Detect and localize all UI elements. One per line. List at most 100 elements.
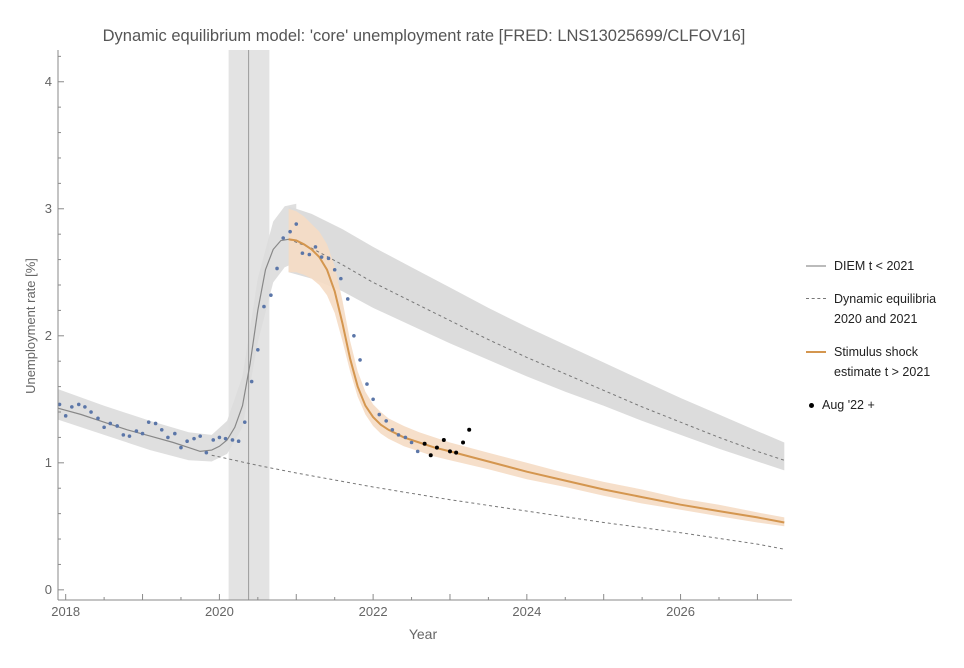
data-point (83, 405, 87, 409)
equilibrium-band (288, 206, 785, 471)
x-tick-label: 2018 (51, 604, 80, 619)
data-point (173, 431, 177, 436)
data-point (217, 435, 222, 440)
data-point (223, 436, 228, 441)
aug22-data-point (467, 427, 472, 432)
data-point (204, 450, 209, 455)
aug22-data-point (454, 450, 459, 455)
x-axis-label: Year (409, 626, 438, 642)
y-tick-label: 4 (45, 74, 52, 89)
uncertainty-bands (58, 50, 785, 600)
aug22-data-point (441, 437, 446, 442)
data-point (403, 435, 408, 440)
legend-swatch-dashed (806, 298, 826, 299)
y-tick-label: 1 (45, 455, 52, 470)
data-point (319, 255, 324, 259)
data-point (300, 251, 305, 256)
data-point (262, 304, 266, 309)
data-point (211, 438, 216, 442)
data-point (409, 440, 414, 445)
legend-label: DIEM t < 2021 (834, 259, 915, 273)
data-point (63, 414, 68, 418)
data-point (307, 252, 312, 257)
legend-label: Stimulus shock estimate t > 2021 (834, 345, 931, 379)
data-point (371, 397, 375, 402)
data-point (159, 427, 164, 432)
data-point (102, 425, 106, 430)
data-point (166, 435, 170, 440)
chart-title: Dynamic equilibrium model: 'core' unempl… (102, 27, 746, 45)
data-point (242, 420, 247, 424)
data-point (415, 449, 420, 454)
data-point (127, 434, 132, 438)
data-point (339, 276, 343, 281)
data-point (345, 297, 350, 301)
aug22-data-point (461, 440, 466, 445)
legend-item-stimulus-shock: Stimulus shock estimate t > 2021 (806, 342, 964, 382)
data-point (57, 402, 62, 407)
equilibrium-line-1 (211, 454, 785, 550)
data-point (326, 256, 331, 261)
data-point (70, 405, 74, 409)
data-point (76, 402, 81, 407)
data-point (153, 421, 158, 426)
legend-item-aug22: Aug '22 + (806, 395, 964, 415)
x-tick-label: 2020 (205, 604, 234, 619)
aug22-data-point (447, 449, 452, 454)
data-point (275, 266, 279, 271)
y-tick-label: 3 (45, 201, 52, 216)
diem-band (58, 203, 297, 462)
data-point (249, 379, 254, 384)
data-point (288, 229, 292, 234)
data-point (121, 433, 126, 437)
data-point (352, 333, 356, 338)
data-point (236, 439, 241, 444)
data-point (185, 439, 189, 444)
diem-line (57, 238, 289, 453)
aug22-data-point (428, 453, 433, 458)
legend-swatch-solid-gray (806, 265, 826, 267)
data-point (192, 436, 196, 441)
y-tick-label: 0 (45, 582, 52, 597)
axis-ticks: 0 1 2 3 4 2018 2020 2022 2024 2026 (45, 55, 758, 619)
data-point (96, 416, 100, 421)
x-tick-label: 2024 (512, 604, 541, 619)
data-point (396, 433, 401, 437)
data-point (281, 236, 285, 240)
aug22-data-point (422, 441, 427, 446)
legend-swatch-orange (806, 351, 826, 353)
legend-item-dynamic-equilibria: Dynamic equilibria 2020 and 2021 (806, 289, 964, 329)
data-point (365, 382, 369, 386)
data-point (313, 245, 318, 249)
legend-item-diem: DIEM t < 2021 (806, 256, 964, 276)
data-point (108, 421, 113, 426)
data-point (146, 420, 151, 424)
data-point (332, 267, 337, 272)
legend: DIEM t < 2021 Dynamic equilibria 2020 an… (806, 256, 964, 428)
x-tick-label: 2022 (359, 604, 388, 619)
x-tick-label: 2026 (666, 604, 695, 619)
axes (57, 50, 792, 601)
data-point (358, 358, 362, 362)
data-point (230, 438, 235, 442)
y-axis-label: Unemployment rate [%] (23, 258, 38, 394)
data-point (384, 419, 388, 423)
legend-label: Aug '22 + (822, 398, 875, 412)
stimulus-band (288, 208, 785, 527)
legend-marker-black-dot (809, 403, 814, 408)
data-points (57, 222, 472, 458)
data-point (377, 412, 382, 417)
data-point (89, 410, 93, 414)
aug22-data-point (434, 445, 439, 450)
y-tick-label: 2 (45, 328, 52, 343)
data-point (269, 293, 273, 297)
data-point (134, 429, 139, 433)
data-point (115, 424, 119, 428)
data-point (390, 427, 395, 432)
data-point (140, 431, 145, 436)
stimulus-line (288, 238, 785, 524)
data-point (179, 445, 183, 450)
data-point (198, 434, 202, 438)
equilibrium-line-2 (288, 238, 785, 461)
